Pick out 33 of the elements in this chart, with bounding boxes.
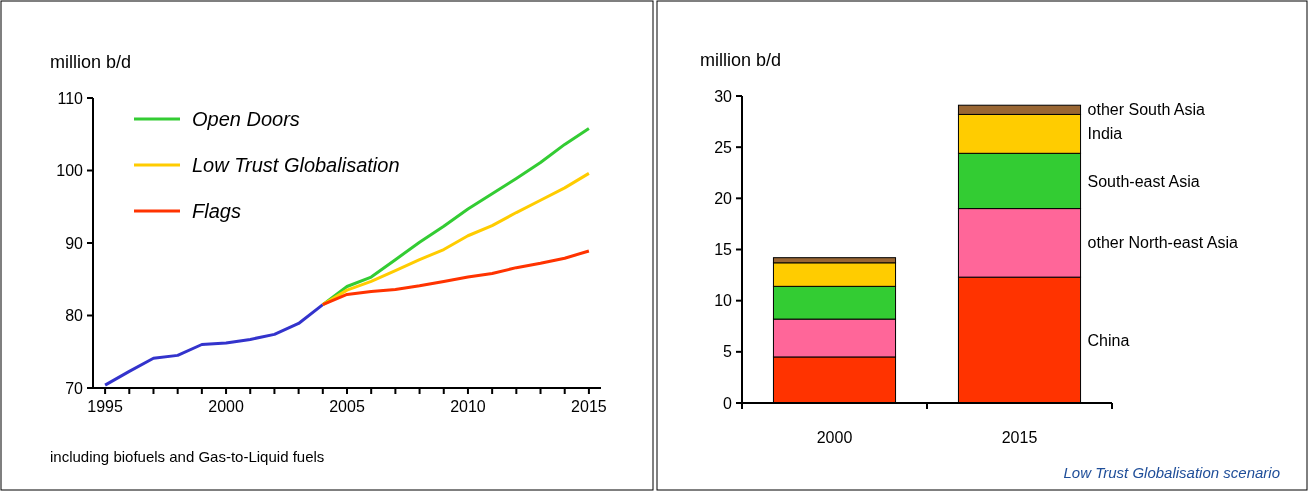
series-label: China: [1087, 331, 1130, 349]
x-tick-label: 2000: [208, 398, 244, 415]
legend-label: Flags: [192, 200, 241, 222]
y-tick-label: 5: [723, 343, 733, 361]
x-tick-label: 2015: [571, 398, 607, 415]
x-tick-label: 1995: [87, 398, 123, 415]
y-tick-label: 25: [714, 138, 733, 156]
y-tick-label: 70: [65, 379, 84, 397]
y-tick-label: 90: [65, 234, 84, 252]
y-tick-label: 10: [714, 292, 733, 310]
line-series: [103, 303, 325, 387]
y-tick-label: 20: [714, 189, 733, 207]
x-tick-label: 2000: [816, 429, 853, 446]
text: including biofuels and Gas-to-Liquid fuels: [50, 448, 325, 465]
y-axis-title: million b/d: [50, 52, 132, 72]
series-label: other North-east Asia: [1087, 234, 1238, 252]
series-label: India: [1087, 125, 1123, 143]
x-tick-label: 2010: [450, 398, 486, 415]
y-tick-label: 15: [714, 241, 733, 259]
y-tick-label: 100: [56, 162, 84, 180]
series-label: other South Asia: [1087, 101, 1206, 119]
legend-label: Open Doors: [192, 108, 300, 130]
y-tick-label: 30: [714, 87, 733, 105]
legend-label: Low Trust Globalisation: [192, 154, 400, 176]
y-tick-label: 80: [65, 307, 84, 325]
x-tick-label: 2015: [1001, 429, 1038, 446]
text: Low Trust Globalisation scenario: [1063, 464, 1280, 481]
y-axis-title: million b/d: [700, 50, 782, 70]
series-label: South-east Asia: [1087, 172, 1200, 190]
y-tick-label: 0: [723, 394, 733, 412]
x-tick-label: 2005: [329, 398, 365, 415]
line-series: [321, 249, 591, 307]
y-tick-label: 110: [57, 89, 84, 107]
